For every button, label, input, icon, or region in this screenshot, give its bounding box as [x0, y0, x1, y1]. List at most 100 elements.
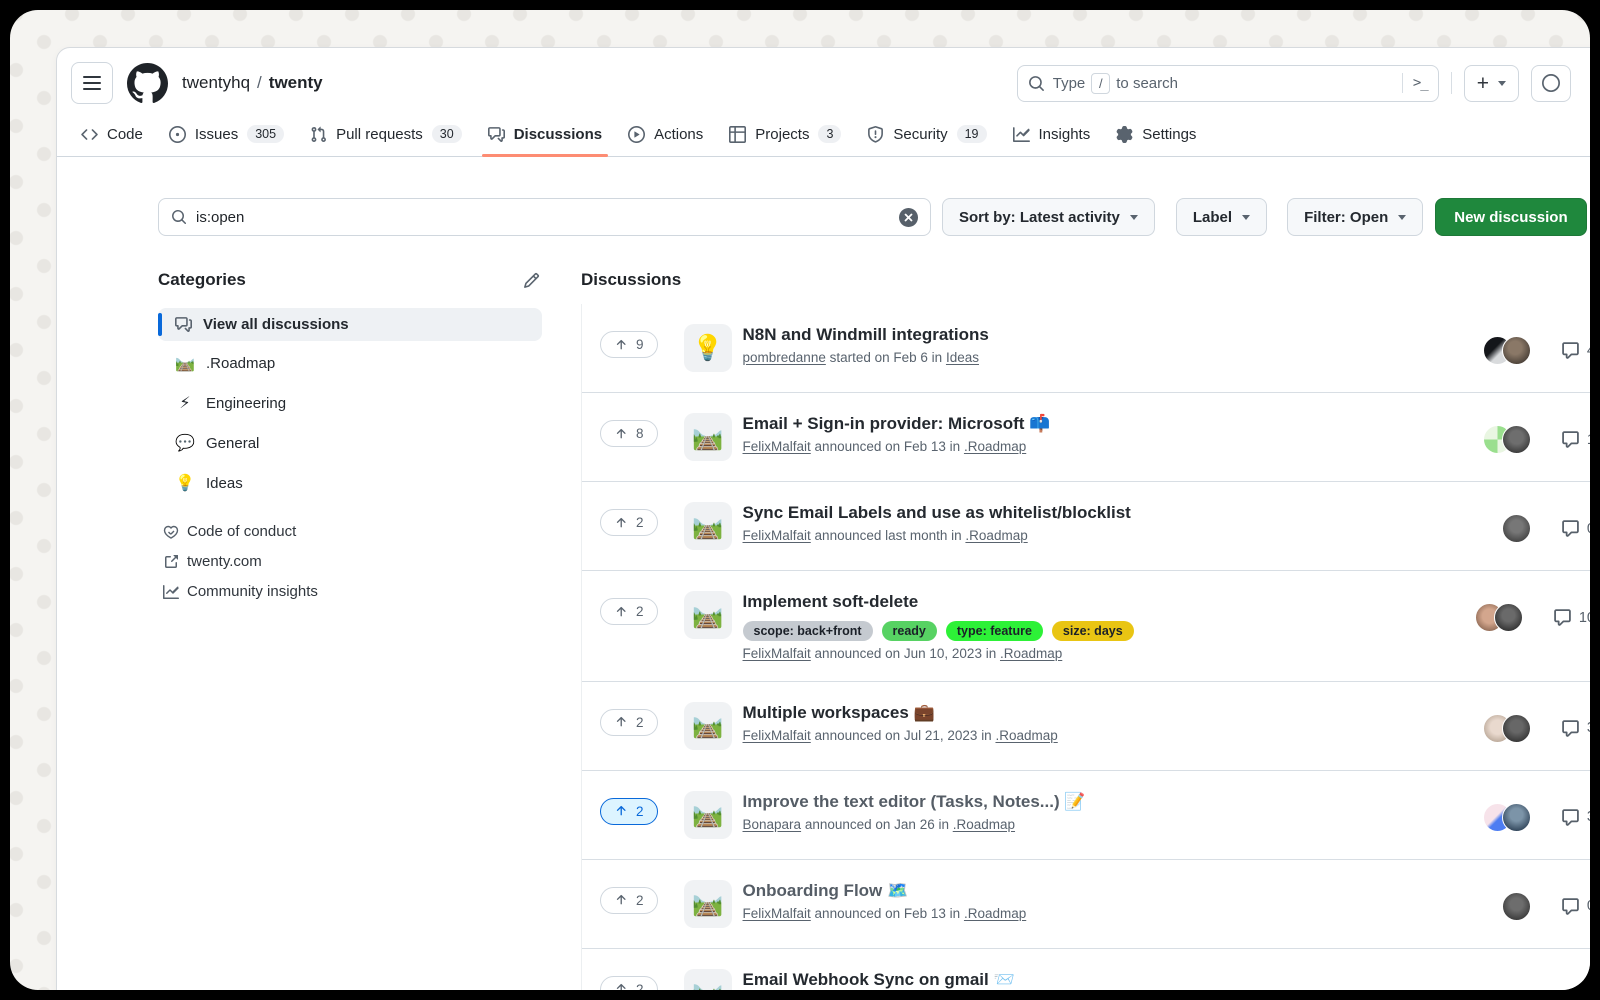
- arrow-up-icon: [616, 984, 626, 990]
- author-link[interactable]: FelixMalfait: [742, 438, 811, 454]
- category-emoji-tile[interactable]: 💡: [683, 324, 732, 372]
- comment-count[interactable]: 1: [1561, 430, 1590, 449]
- category-link[interactable]: .Roadmap: [963, 438, 1027, 454]
- category-link[interactable]: .Roadmap: [963, 905, 1027, 921]
- breadcrumb-repo[interactable]: twenty: [268, 73, 323, 92]
- avatar[interactable]: [1501, 802, 1531, 832]
- category-link[interactable]: .Roadmap: [995, 727, 1058, 743]
- author-link[interactable]: pombredanne: [742, 349, 826, 365]
- category-emoji-tile[interactable]: 🛤️: [683, 591, 732, 639]
- upvote-button[interactable]: 2: [600, 975, 658, 990]
- comment-count[interactable]: 3: [1561, 808, 1590, 827]
- global-search-button[interactable]: Type / to search >_: [1016, 64, 1439, 102]
- sidebar-item-engineering[interactable]: ⚡ Engineering: [158, 385, 542, 421]
- author-link[interactable]: FelixMalfait: [742, 727, 811, 743]
- external-link-icon: [165, 554, 178, 568]
- upvote-button[interactable]: 2: [600, 509, 658, 536]
- avatar[interactable]: [1501, 891, 1531, 921]
- tab-label: Discussions: [513, 125, 603, 143]
- code-of-conduct-link[interactable]: Code of conduct: [158, 523, 542, 540]
- discussion-title[interactable]: Email + Sign-in provider: Microsoft 📫: [742, 414, 1051, 433]
- label-size-days[interactable]: size: days: [1051, 620, 1134, 641]
- sidebar-item-general[interactable]: 💬 General: [158, 425, 542, 461]
- tab-label: Security: [893, 125, 948, 143]
- upvote-button[interactable]: 2: [600, 886, 658, 914]
- author-link[interactable]: FelixMalfait: [742, 645, 811, 661]
- label-scope[interactable]: scope: back+front: [742, 620, 873, 641]
- category-emoji-tile[interactable]: 🛤️: [683, 879, 732, 928]
- comment-count[interactable]: 0: [1561, 519, 1590, 538]
- breadcrumb-org[interactable]: twentyhq: [182, 73, 251, 92]
- category-link[interactable]: .Roadmap: [965, 527, 1028, 543]
- discussion-title[interactable]: Implement soft-delete: [742, 592, 919, 611]
- upvote-button[interactable]: 8: [600, 420, 658, 447]
- gear-icon: [1116, 125, 1133, 143]
- edit-categories-icon[interactable]: [523, 272, 540, 289]
- comment-count[interactable]: 10: [1553, 608, 1590, 627]
- hamburger-menu-button[interactable]: [71, 62, 113, 104]
- tab-discussions[interactable]: Discussions: [478, 114, 612, 157]
- author-link[interactable]: Bonapara: [742, 816, 802, 832]
- sidebar-item-view-all-discussions[interactable]: View all discussions: [158, 308, 542, 341]
- command-palette-icon[interactable]: >_: [1412, 75, 1429, 91]
- avatar[interactable]: [1501, 713, 1531, 743]
- discussion-meta: FelixMalfait announced on Feb 13 in .Roa…: [743, 439, 1051, 454]
- comment-count[interactable]: 3: [1561, 719, 1590, 738]
- comment-count[interactable]: 0: [1561, 897, 1590, 916]
- avatar[interactable]: [1501, 425, 1531, 454]
- label-dropdown-button[interactable]: Label: [1175, 198, 1268, 236]
- tab-actions[interactable]: Actions: [618, 114, 713, 156]
- tab-settings[interactable]: Settings: [1106, 114, 1206, 156]
- tab-projects[interactable]: Projects 3: [719, 114, 851, 156]
- tab-code[interactable]: Code: [71, 114, 153, 156]
- discussion-title[interactable]: N8N and Windmill integrations: [742, 325, 989, 344]
- category-emoji-tile[interactable]: 🛤️: [683, 413, 732, 461]
- category-link[interactable]: .Roadmap: [999, 645, 1063, 661]
- discussion-meta: Bonapara announced on Jan 26 in .Roadmap: [743, 817, 1086, 832]
- avatar[interactable]: [1493, 603, 1523, 632]
- new-discussion-button[interactable]: New discussion: [1435, 198, 1587, 236]
- category-emoji-tile[interactable]: 🛤️: [683, 968, 732, 990]
- sort-dropdown-button[interactable]: Sort by: Latest activity: [942, 198, 1155, 236]
- label-ready[interactable]: ready: [881, 620, 937, 641]
- tab-issues[interactable]: Issues 305: [159, 114, 294, 156]
- twenty-com-link[interactable]: twenty.com: [158, 553, 542, 570]
- category-link[interactable]: .Roadmap: [952, 816, 1016, 832]
- label-type-feature[interactable]: type: feature: [945, 620, 1043, 641]
- create-new-button[interactable]: +: [1463, 64, 1519, 102]
- upvote-button[interactable]: 9: [600, 331, 658, 358]
- discussion-title[interactable]: Improve the text editor (Tasks, Notes...…: [742, 791, 1086, 811]
- filter-dropdown-button[interactable]: Filter: Open: [1287, 198, 1424, 236]
- issues-dashboard-button[interactable]: [1531, 64, 1571, 102]
- author-link[interactable]: FelixMalfait: [742, 527, 811, 543]
- upvote-button[interactable]: 2: [600, 708, 658, 736]
- participant-avatars: [1501, 891, 1531, 921]
- sidebar-item-ideas[interactable]: 💡 Ideas: [158, 465, 542, 501]
- category-emoji-tile[interactable]: 🛤️: [683, 701, 732, 750]
- shield-icon: [868, 125, 884, 143]
- upvote-button-active[interactable]: 2: [600, 797, 658, 825]
- avatar[interactable]: [1501, 514, 1531, 543]
- upvote-button[interactable]: 2: [600, 598, 658, 625]
- tab-security[interactable]: Security 19: [857, 114, 996, 156]
- tab-pull-requests[interactable]: Pull requests 30: [300, 114, 472, 156]
- tab-label: Pull requests: [336, 125, 423, 143]
- comment-icon: [1562, 720, 1579, 737]
- discussions-search-input[interactable]: [196, 208, 890, 226]
- discussion-title[interactable]: Email Webhook Sync on gmail 📨: [742, 969, 1015, 989]
- avatar[interactable]: [1501, 336, 1531, 365]
- discussion-title[interactable]: Onboarding Flow 🗺️: [742, 880, 909, 900]
- clear-search-icon[interactable]: [899, 207, 918, 227]
- author-link[interactable]: FelixMalfait: [742, 905, 811, 921]
- comment-count[interactable]: 4: [1561, 341, 1590, 360]
- sidebar-item-roadmap[interactable]: 🛤️ .Roadmap: [158, 345, 542, 381]
- community-insights-link[interactable]: Community insights: [158, 583, 542, 600]
- discussion-title[interactable]: Sync Email Labels and use as whitelist/b…: [742, 503, 1131, 522]
- category-link[interactable]: Ideas: [945, 349, 979, 365]
- github-logo-icon[interactable]: [127, 62, 168, 104]
- category-emoji-tile[interactable]: 🛤️: [683, 790, 732, 839]
- discussion-title[interactable]: Multiple workspaces 💼: [742, 702, 935, 722]
- category-emoji-tile[interactable]: 🛤️: [683, 502, 732, 550]
- pull-requests-count-badge: 30: [431, 125, 462, 143]
- tab-insights[interactable]: Insights: [1003, 114, 1101, 156]
